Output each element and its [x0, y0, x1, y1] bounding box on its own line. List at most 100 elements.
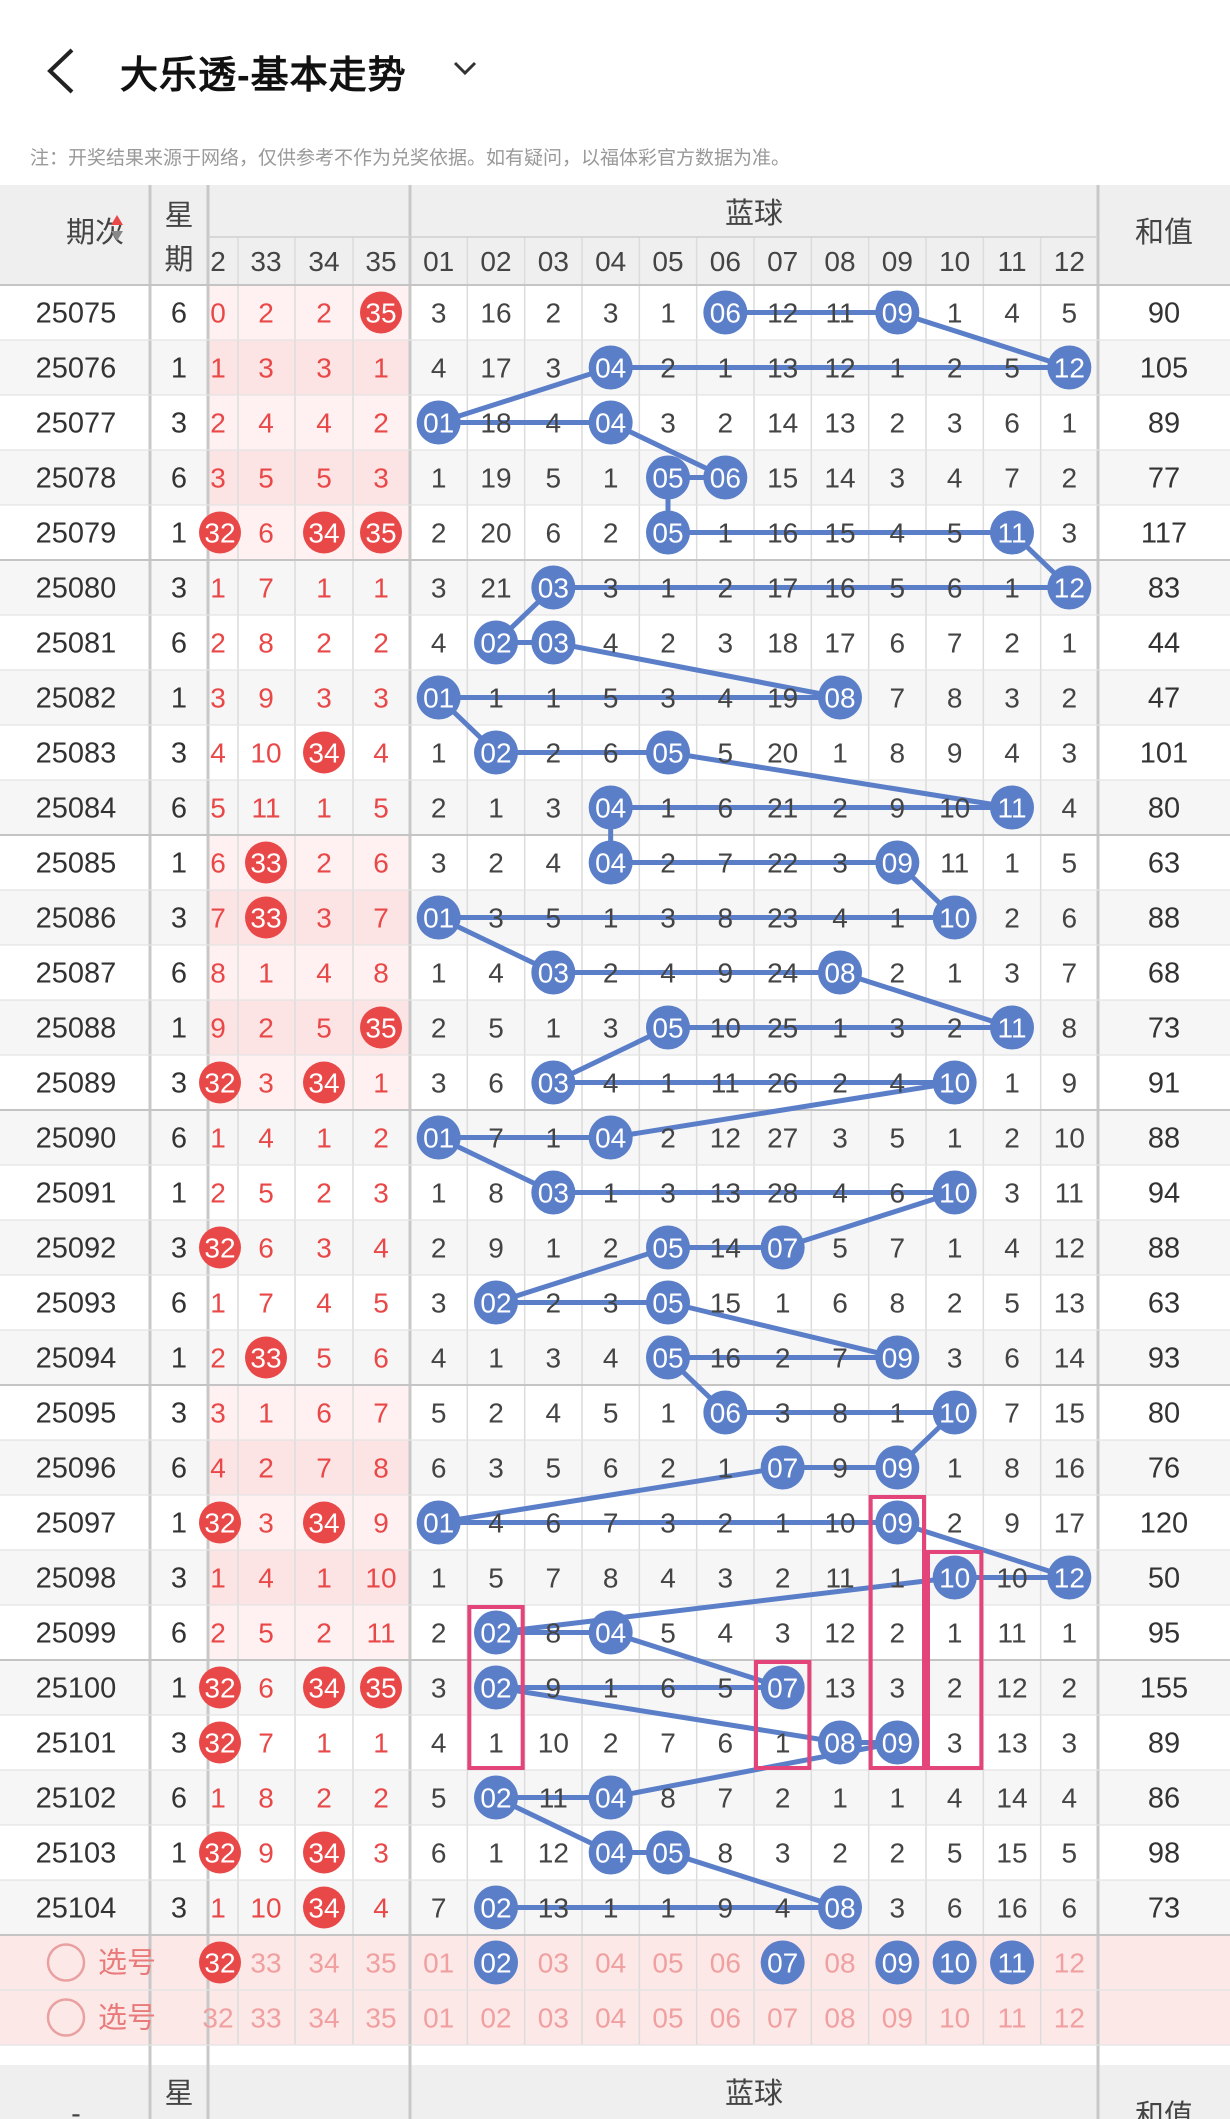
- blue-ball: [990, 1005, 1034, 1050]
- red-miss-count: 3: [258, 1068, 274, 1099]
- blue-ball-number: 03: [538, 1068, 569, 1099]
- page-title[interactable]: 大乐透-基本走势: [120, 55, 407, 97]
- blue-ball: [531, 620, 576, 665]
- red-ball-number: 35: [365, 1673, 396, 1704]
- blue-miss-count: 6: [546, 1508, 562, 1539]
- blue-miss-count: 7: [890, 683, 906, 714]
- red-ball: [303, 1061, 345, 1104]
- blue-ball-number: 04: [595, 408, 626, 439]
- blue-miss-count: 7: [890, 1233, 906, 1264]
- blue-miss-count: 8: [1004, 1453, 1020, 1484]
- blue-ball-number: 04: [595, 353, 626, 384]
- blue-miss-count: 12: [767, 298, 798, 329]
- blue-miss-count: 4: [546, 1398, 562, 1429]
- blue-ball-number: 03: [538, 573, 569, 604]
- blue-miss-count: 1: [603, 1673, 619, 1704]
- weekday-header: 星: [164, 200, 193, 232]
- blue-ball: [416, 1500, 461, 1545]
- red-miss-count: 3: [210, 683, 226, 714]
- red-miss-count: 5: [258, 463, 274, 494]
- chevron-left-icon[interactable]: [44, 46, 78, 96]
- red-miss-count: 9: [258, 683, 274, 714]
- sum-cell: 63: [1148, 848, 1180, 880]
- red-ball-number: 32: [204, 1068, 235, 1099]
- blue-miss-count: 3: [431, 573, 447, 604]
- red-option-number: 34: [308, 2003, 339, 2034]
- blue-miss-count: 2: [775, 1563, 791, 1594]
- blue-ball-number: 01: [423, 1508, 454, 1539]
- blue-ball: [932, 1390, 977, 1435]
- blue-option-number: 04: [595, 2003, 626, 2034]
- blue-miss-count: 1: [603, 1178, 619, 1209]
- footer-sum: 和值: [1135, 2099, 1193, 2119]
- blue-ball-number: 10: [939, 1948, 970, 1979]
- red-ball-number: 34: [308, 1068, 339, 1099]
- blue-ball: [703, 290, 748, 335]
- blue-miss-count: 2: [488, 848, 504, 879]
- blue-miss-count: 3: [546, 353, 562, 384]
- row-bg: [0, 1440, 1230, 1495]
- red-miss-count: 0: [210, 298, 226, 329]
- blue-miss-count: 25: [767, 1013, 798, 1044]
- red-miss-count: 10: [250, 1893, 281, 1924]
- red-miss-count: 1: [258, 958, 274, 989]
- blue-miss-count: 3: [890, 1673, 906, 1704]
- select-label: 选号: [98, 2002, 156, 2035]
- blue-miss-count: 3: [488, 1453, 504, 1484]
- blue-ball-number: 03: [538, 1178, 569, 1209]
- blue-ball: [875, 1500, 920, 1545]
- blue-ball-number: 02: [480, 1893, 511, 1924]
- red-ball-number: 32: [204, 1728, 235, 1759]
- red-miss-count: 4: [210, 738, 226, 769]
- blue-miss-count: 3: [947, 408, 963, 439]
- blue-ball: [474, 1775, 518, 1820]
- blue-miss-count: 4: [890, 518, 906, 549]
- blue-miss-count: 5: [890, 573, 906, 604]
- footer-blue-group: 蓝球: [725, 2077, 783, 2110]
- blue-miss-count: 4: [603, 1068, 619, 1099]
- red-zone-bg: [208, 395, 410, 450]
- period-cell: 25096: [36, 1453, 117, 1485]
- red-miss-count: 1: [316, 573, 332, 604]
- red-miss-count: 4: [373, 1893, 389, 1924]
- blue-option-number: 04: [595, 1948, 626, 1979]
- red-ball: [199, 1941, 241, 1984]
- blue-option-number: 07: [767, 2003, 798, 2034]
- blue-miss-count: 14: [824, 463, 855, 494]
- blue-miss-count: 16: [824, 573, 855, 604]
- red-miss-count: 4: [316, 958, 332, 989]
- red-miss-count: 10: [250, 738, 281, 769]
- red-miss-count: 5: [258, 1618, 274, 1649]
- red-ball: [199, 1831, 241, 1874]
- blue-ball-number: 09: [882, 848, 913, 879]
- blue-miss-count: 3: [546, 793, 562, 824]
- blue-ball: [588, 1115, 633, 1160]
- blue-miss-count: 1: [431, 1178, 447, 1209]
- period-cell: 25085: [36, 848, 117, 880]
- blue-miss-count: 4: [832, 1178, 848, 1209]
- blue-miss-count: 15: [767, 463, 798, 494]
- blue-miss-count: 8: [890, 1288, 906, 1319]
- red-miss-count: 2: [316, 1178, 332, 1209]
- red-miss-count: 8: [373, 958, 389, 989]
- period-cell: 25086: [36, 903, 117, 935]
- blue-miss-count: 17: [480, 353, 511, 384]
- chevron-down-icon[interactable]: [452, 58, 478, 78]
- blue-miss-count: 9: [718, 1893, 734, 1924]
- red-miss-count: 1: [316, 1563, 332, 1594]
- blue-miss-count: 5: [718, 738, 734, 769]
- blue-group-header: 蓝球: [725, 197, 783, 230]
- blue-miss-count: 22: [767, 848, 798, 879]
- blue-miss-count: 4: [431, 1343, 447, 1374]
- blue-option-number: 01: [423, 1948, 454, 1979]
- red-miss-count: 7: [258, 573, 274, 604]
- blue-miss-count: 1: [431, 463, 447, 494]
- blue-miss-count: 7: [546, 1563, 562, 1594]
- blue-option-number: 08: [824, 1948, 855, 1979]
- red-miss-count: 2: [258, 298, 274, 329]
- red-miss-count: 1: [316, 793, 332, 824]
- red-miss-count: 2: [373, 1783, 389, 1814]
- blue-miss-count: 1: [488, 1728, 504, 1759]
- blue-miss-count: 9: [546, 1673, 562, 1704]
